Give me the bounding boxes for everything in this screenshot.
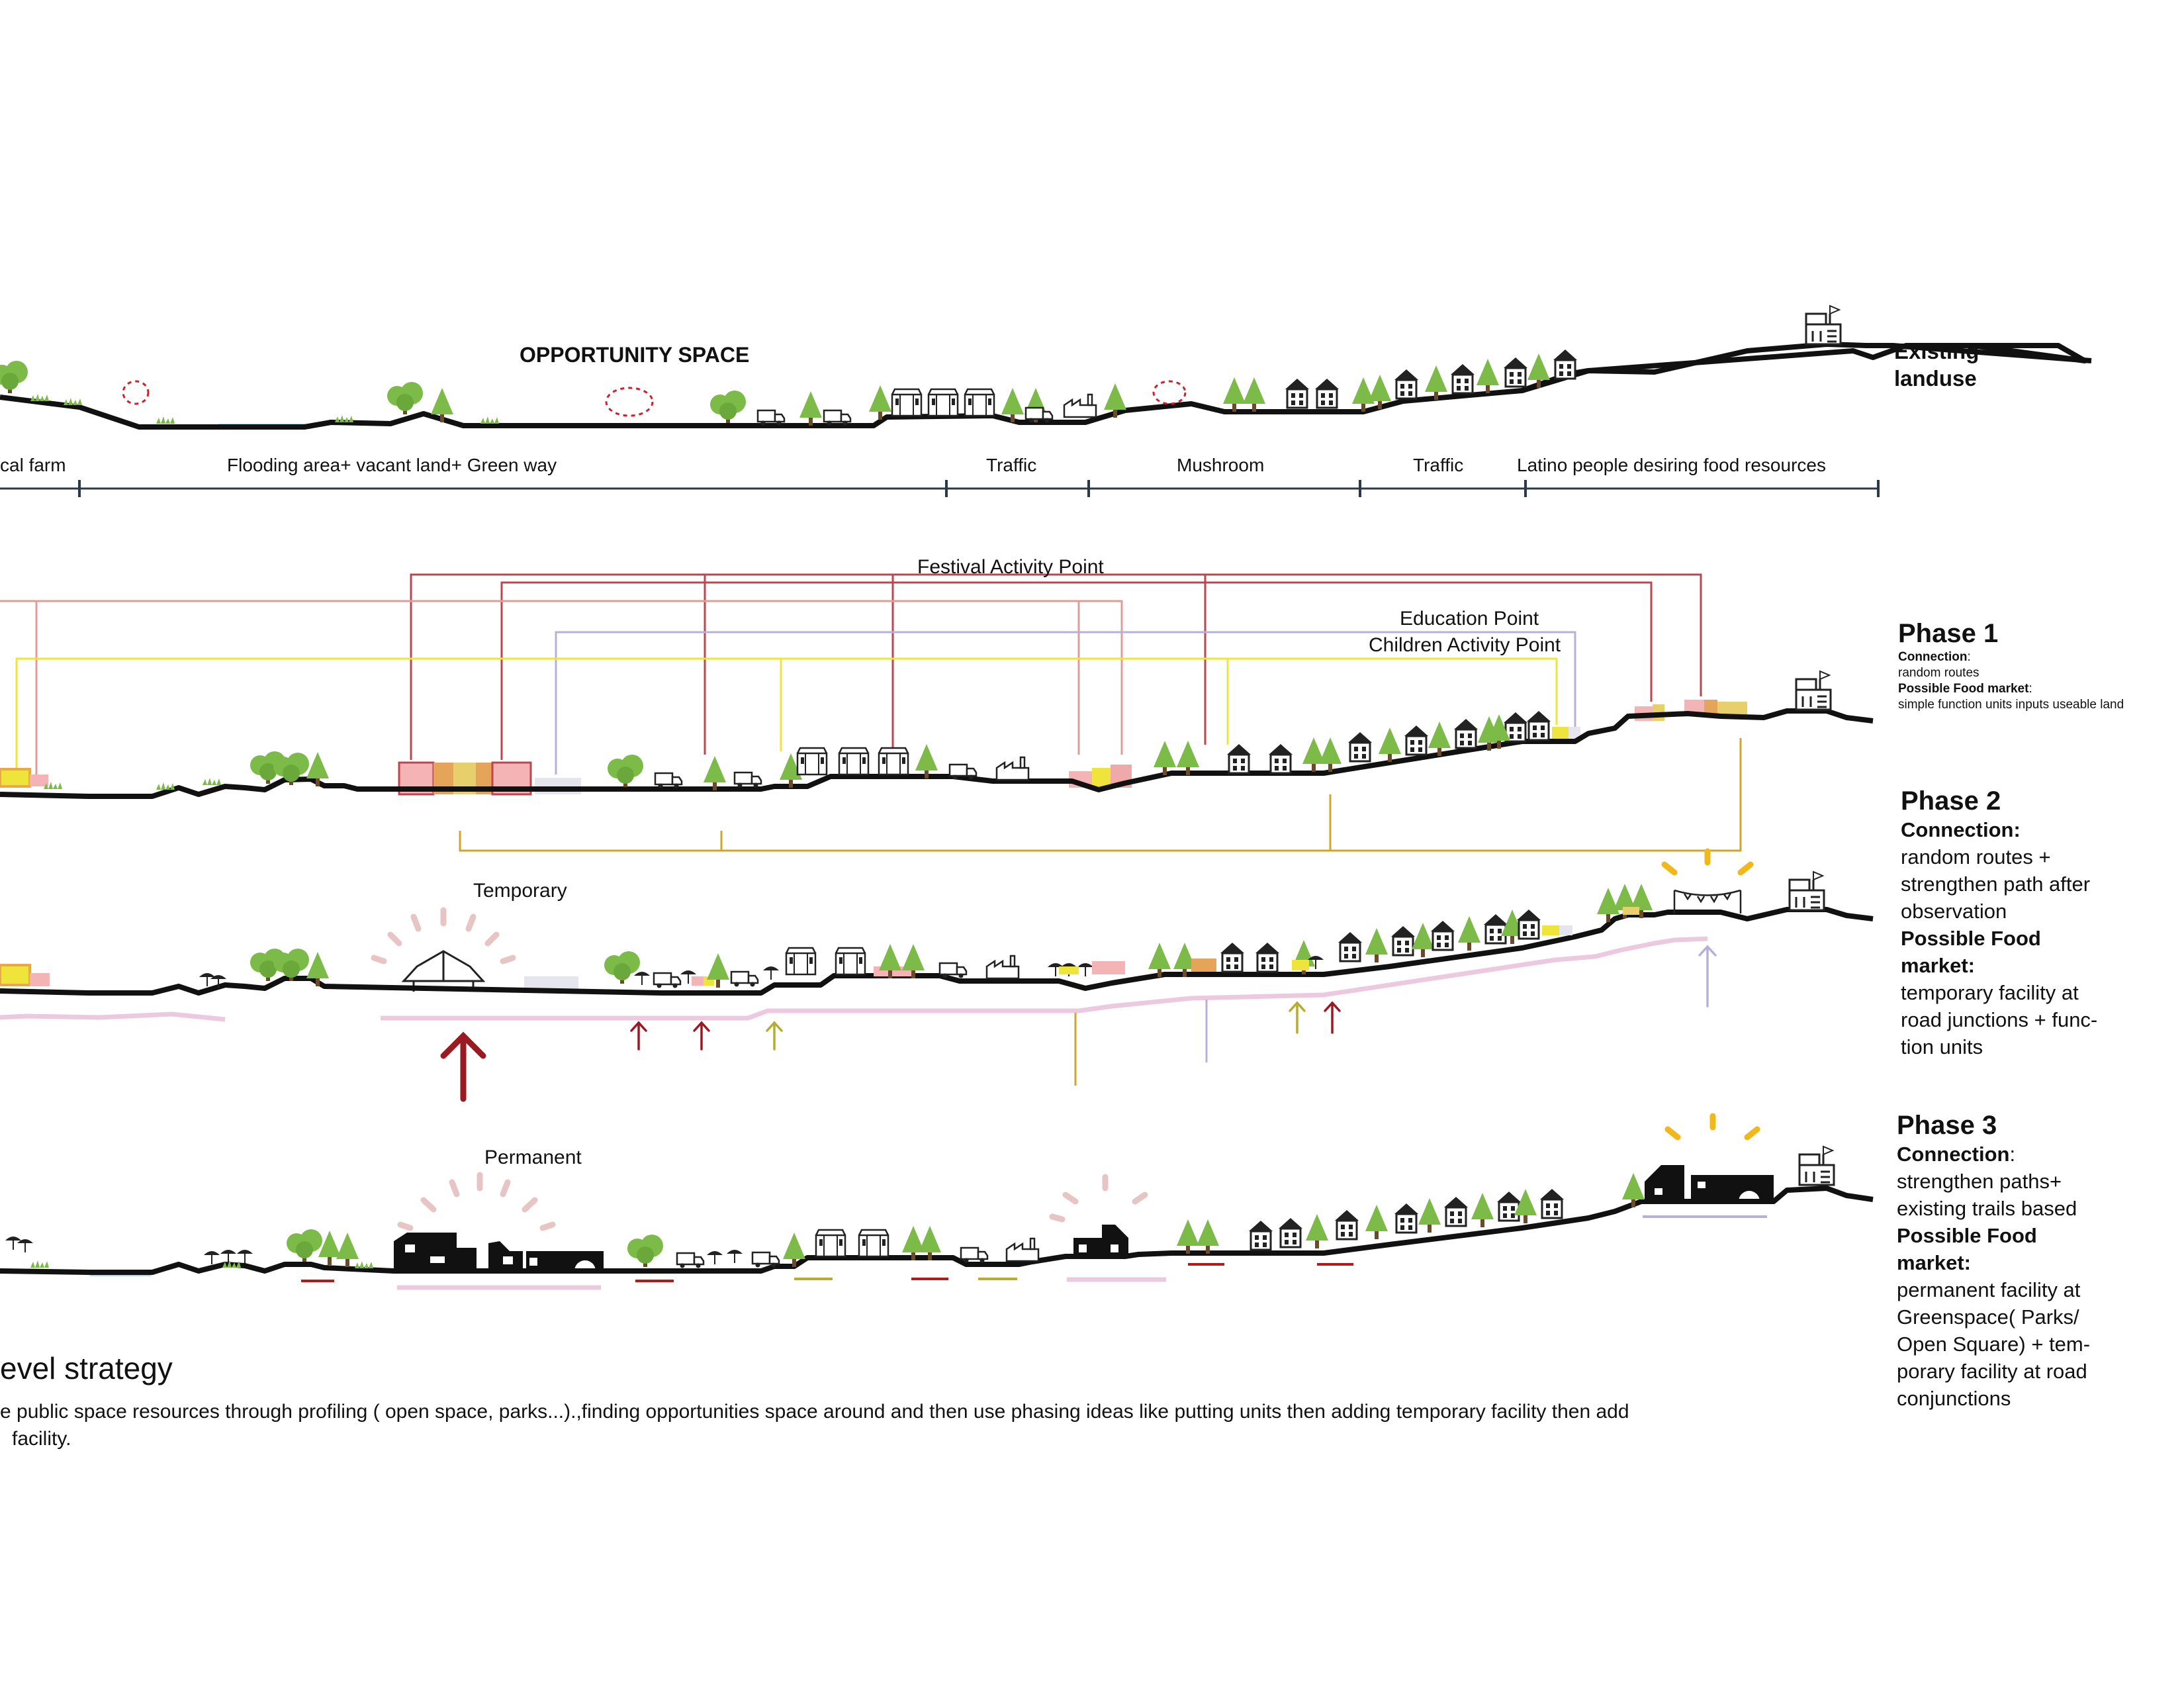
phase2-market-text: temporary facility at road junctions + f… (1901, 981, 2098, 1058)
phase3-section: Permanent (0, 1113, 1874, 1290)
strategy-line-1: e public space resources through profili… (0, 1401, 1629, 1423)
phase2-section: Temporary (0, 848, 1874, 1102)
phase1-market-label: Possible Food market (1898, 682, 2029, 696)
phase1-legend: Phase 1 Connection: random routes Possib… (1898, 619, 2143, 713)
permanent-facility-icon (1645, 1165, 1774, 1201)
phase2-connection-text: random routes + strengthen path after ob… (1901, 845, 2091, 923)
phase2-connection-label: Connection: (1901, 818, 2021, 841)
phase1-ground-line (0, 708, 1874, 799)
phase1-market-text: simple function units inputs useable lan… (1898, 698, 2124, 712)
zone-label: Traffic (1413, 455, 1463, 475)
phase3-title: Phase 3 (1897, 1111, 1997, 1140)
existing-landuse-label: Existing landuse (1894, 339, 1979, 391)
children-point-label: Children Activity Point (1369, 634, 1561, 656)
phase3-connection-suffix: : (2009, 1143, 2016, 1166)
phase1-section: Festival Activity Point Education Point … (0, 556, 1874, 852)
phase3-ground-line (0, 1186, 1874, 1275)
opportunity-marker (1152, 380, 1187, 405)
phase3-legend: Phase 3 Connection: strengthen paths+ ex… (1897, 1112, 2115, 1412)
phase1-connection-label: Connection (1898, 650, 1968, 664)
phase1-connection-suffix: : (1967, 650, 1971, 664)
strategy-title: evel strategy (0, 1351, 173, 1385)
existing-landuse-section: OPPORTUNITY SPACE (0, 305, 2092, 430)
phase2-title: Phase 2 (1901, 786, 2001, 816)
opportunity-marker (122, 380, 150, 405)
market-stall-icon (1673, 889, 1742, 914)
phase1-connection-text: random routes (1898, 666, 1979, 680)
phase1-title: Phase 1 (1898, 619, 1999, 648)
existing-ground-line (0, 343, 2087, 430)
phase3-connection-label: Connection (1897, 1143, 2010, 1166)
zone-label: Traffic (986, 455, 1036, 475)
phase3-connection-text: strengthen paths+ existing trails based (1897, 1170, 2077, 1220)
opportunity-space-title: OPPORTUNITY SPACE (520, 343, 749, 367)
permanent-facility-icon (394, 1233, 604, 1271)
phase2-ground-line (0, 907, 1874, 996)
opportunity-marker (605, 387, 654, 417)
upward-arrow-icon (440, 1031, 486, 1102)
zone-label: Mushroom (1177, 455, 1264, 475)
temporary-label: Temporary (473, 880, 567, 902)
education-point-label: Education Point (1400, 608, 1539, 630)
zone-label: Flooding area+ vacant land+ Green way (227, 455, 557, 475)
zone-label: cal farm (0, 455, 66, 475)
strategy-line-2: facility. (12, 1428, 71, 1450)
strategy-text-block: evel strategy e public space resources t… (0, 1350, 1840, 1452)
permanent-label: Permanent (484, 1147, 582, 1168)
phase3-market-label: Possible Food market: (1897, 1224, 2037, 1274)
festival-point-label: Festival Activity Point (917, 556, 1104, 578)
phase3-market-text: permanent facility at Greenspace( Parks/… (1897, 1278, 2091, 1410)
phase2-legend: Phase 2 Connection: random routes + stre… (1901, 788, 2119, 1060)
phase1-market-suffix: : (2028, 682, 2032, 696)
permanent-facility-icon (1073, 1225, 1128, 1256)
phase2-market-label: Possible Food market: (1901, 927, 2041, 977)
zone-scale-bar: cal farm Flooding area+ vacant land+ Gre… (0, 455, 1880, 497)
zone-label: Latino people desiring food resources (1517, 455, 1826, 475)
